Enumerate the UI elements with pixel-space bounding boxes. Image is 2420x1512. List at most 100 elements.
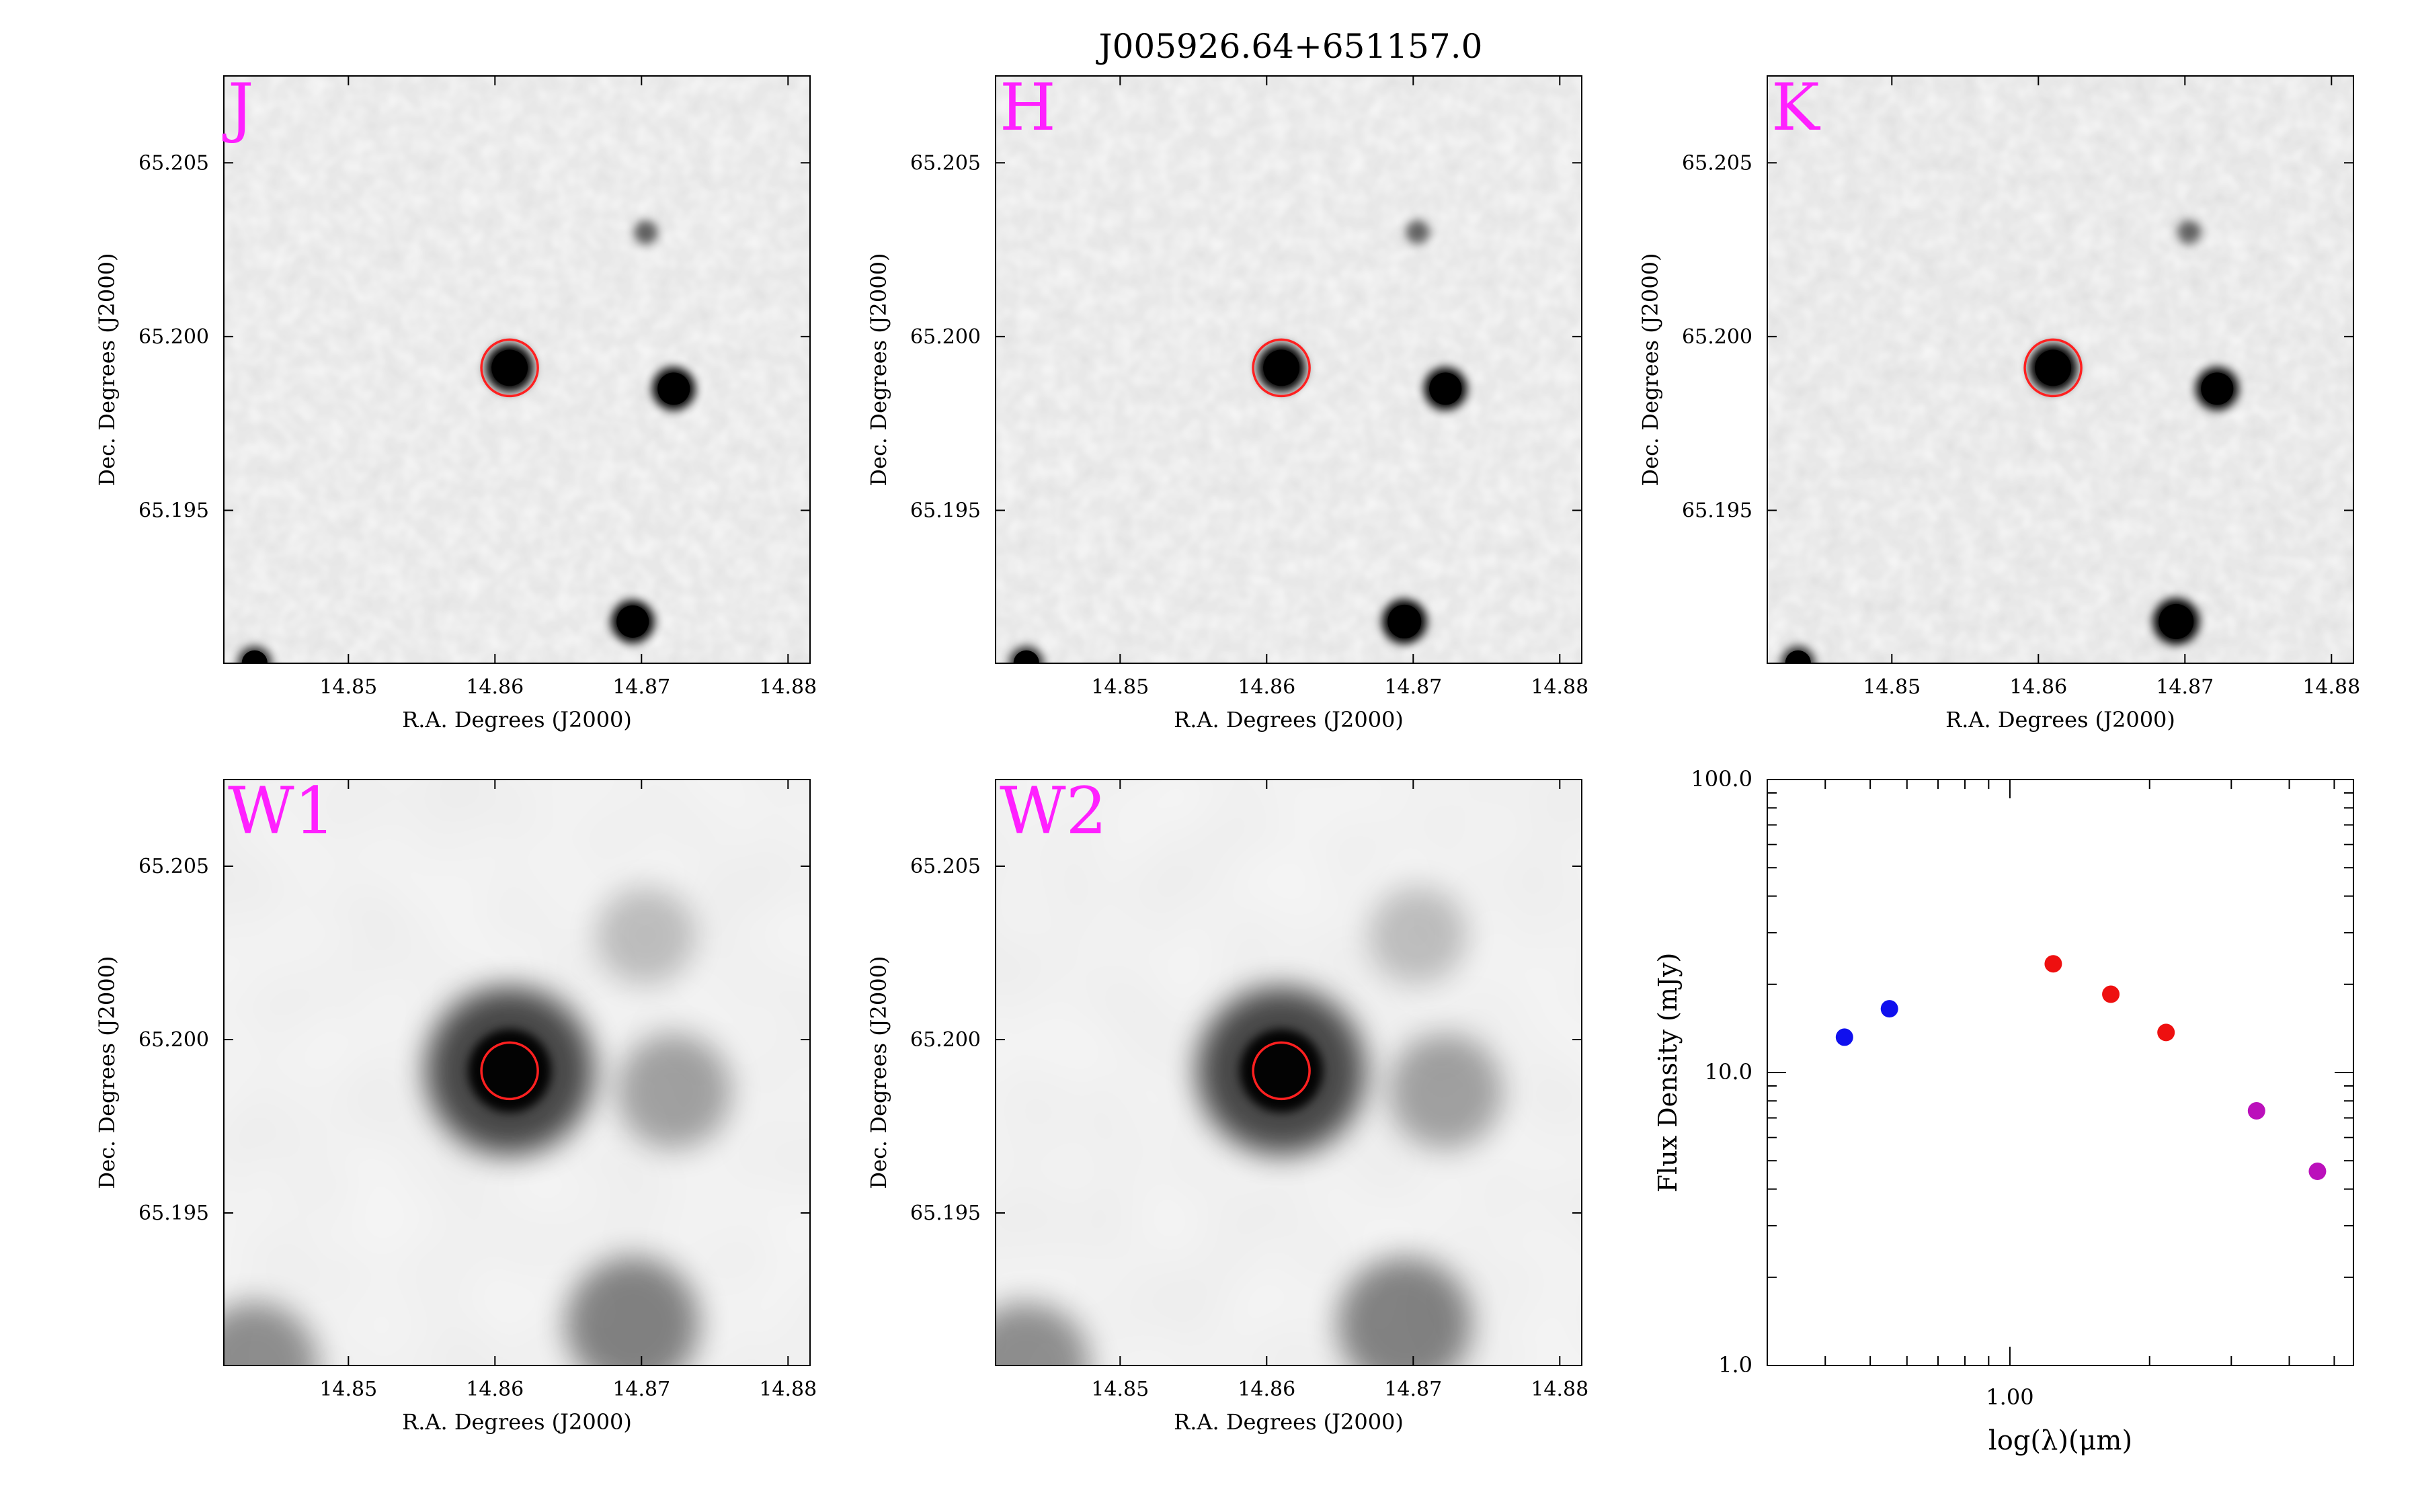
- band-label: H: [1000, 70, 1056, 145]
- x-tick-label: 14.85: [319, 675, 377, 699]
- sed-y-tick-label: 1.0: [1718, 1352, 1752, 1378]
- x-tick-label: 14.85: [1091, 675, 1149, 699]
- panel-image: [996, 780, 1582, 1366]
- source-0: [1257, 343, 1306, 392]
- sed-x-axis-label: log(λ)(μm): [1988, 1425, 2132, 1456]
- source-1: [1387, 1034, 1503, 1150]
- y-tick-label: 65.200: [910, 1028, 981, 1052]
- sed-frame: [1767, 779, 2354, 1366]
- x-tick-label: 14.86: [466, 675, 524, 699]
- source-1: [2195, 367, 2239, 411]
- source-2: [1381, 599, 1427, 644]
- sed-y-tick-label: 100.0: [1691, 766, 1752, 792]
- source-peak: [2201, 372, 2234, 405]
- x-tick-label: 14.85: [319, 1378, 377, 1401]
- sed-point-3: [2102, 985, 2120, 1003]
- x-tick-label: 14.85: [1091, 1378, 1149, 1401]
- x-tick-label: 14.87: [612, 675, 670, 699]
- source-peak: [1263, 349, 1300, 386]
- panels-layer: 14.85 14.86 14.87 14.88 65.205 65.200 65.195 R.…: [94, 70, 2360, 1435]
- source-2: [1337, 1257, 1471, 1366]
- source-0: [1197, 986, 1366, 1155]
- source-core: [2177, 220, 2202, 245]
- target-aperture-circle: [480, 1041, 539, 1101]
- band-label: W1: [228, 773, 335, 849]
- x-axis-label: R.A. Degrees (J2000): [402, 1409, 632, 1435]
- sed-point-4: [2157, 1023, 2175, 1042]
- sed-point-2: [2044, 955, 2062, 973]
- sed-point-6: [2308, 1163, 2327, 1181]
- source-peak: [2159, 603, 2194, 639]
- source-0: [485, 343, 534, 392]
- source-0: [2029, 343, 2078, 392]
- source-peak: [241, 650, 268, 663]
- source-halo: [1337, 1257, 1471, 1366]
- sed-y-tick-label: 10.0: [1705, 1059, 1752, 1085]
- source-peak: [1429, 372, 1462, 405]
- band-label: W2: [1000, 773, 1107, 849]
- x-tick-label: 14.86: [466, 1378, 524, 1401]
- y-axis-label: Dec. Degrees (J2000): [866, 253, 891, 487]
- source-2: [2152, 598, 2200, 645]
- y-tick-label: 65.205: [138, 855, 209, 878]
- source-3: [634, 220, 658, 245]
- x-tick-label: 14.87: [2156, 675, 2214, 699]
- x-tick-label: 14.87: [1384, 1378, 1442, 1401]
- x-tick-label: 14.88: [1531, 675, 1588, 699]
- y-tick-label: 65.205: [910, 151, 981, 175]
- image-panel-h: 14.85 14.86 14.87 14.88 65.205 65.200 65.195 R.…: [866, 70, 1588, 732]
- target-aperture-circle: [2023, 338, 2083, 398]
- panel-frame: [995, 779, 1582, 1366]
- panel-image: [224, 76, 810, 663]
- source-peak: [2035, 349, 2072, 386]
- y-tick-label: 65.195: [910, 1202, 981, 1225]
- y-axis-label: Dec. Degrees (J2000): [94, 253, 120, 487]
- source-2: [565, 1257, 700, 1366]
- target-aperture-circle: [1252, 338, 1311, 398]
- x-axis-label: R.A. Degrees (J2000): [1945, 707, 2175, 732]
- panel-frame: [995, 75, 1582, 664]
- y-tick-label: 65.205: [138, 151, 209, 175]
- source-4: [224, 1302, 318, 1366]
- source-core: [634, 220, 658, 245]
- source-4: [1009, 646, 1044, 663]
- image-panel-k: 14.85 14.86 14.87 14.88 65.205 65.200 65.195 R.…: [1638, 70, 2360, 732]
- x-axis-label: R.A. Degrees (J2000): [1174, 1409, 1404, 1435]
- sed-point-1: [1880, 1000, 1898, 1018]
- panel-frame: [1767, 75, 2354, 664]
- y-tick-label: 65.195: [1682, 499, 1752, 522]
- source-peak: [1387, 604, 1422, 638]
- source-3: [596, 886, 696, 985]
- panel-frame: [223, 75, 811, 664]
- source-4: [1781, 646, 1816, 663]
- y-tick-label: 65.195: [138, 1202, 209, 1225]
- source-core: [1406, 220, 1430, 245]
- x-tick-label: 14.88: [1531, 1378, 1588, 1401]
- y-tick-label: 65.200: [138, 325, 209, 349]
- x-tick-label: 14.85: [1863, 675, 1921, 699]
- source-peak: [1785, 650, 1811, 663]
- source-halo: [996, 1302, 1090, 1366]
- panel-frame: [223, 779, 811, 1366]
- source-1: [652, 367, 696, 411]
- sed-x-tick-label: 1.00: [1986, 1384, 2033, 1410]
- y-axis-label: Dec. Degrees (J2000): [866, 956, 891, 1189]
- band-label: K: [1771, 70, 1821, 145]
- source-1: [616, 1034, 731, 1150]
- sed-point-5: [2247, 1102, 2265, 1120]
- x-axis-label: R.A. Degrees (J2000): [1174, 707, 1404, 732]
- y-tick-label: 65.200: [138, 1028, 209, 1052]
- image-panel-w2: 14.85 14.86 14.87 14.88 65.205 65.200 65.195 R.…: [866, 773, 1588, 1435]
- x-tick-label: 14.86: [1238, 1378, 1295, 1401]
- y-tick-label: 65.195: [138, 499, 209, 522]
- x-axis-label: R.A. Degrees (J2000): [402, 707, 632, 732]
- source-3: [1406, 220, 1430, 245]
- x-tick-label: 14.88: [759, 675, 817, 699]
- y-tick-label: 65.200: [910, 325, 981, 349]
- sed-panel: 1.0 10.0 100.0 1.00 log(λ)(μm) Flux Density (…: [1653, 766, 2354, 1456]
- panel-image: [1767, 76, 2353, 663]
- x-tick-label: 14.86: [1238, 675, 1295, 699]
- sed-y-axis-label: Flux Density (mJy): [1653, 953, 1683, 1193]
- panel-image: [996, 76, 1582, 663]
- source-4: [996, 1302, 1090, 1366]
